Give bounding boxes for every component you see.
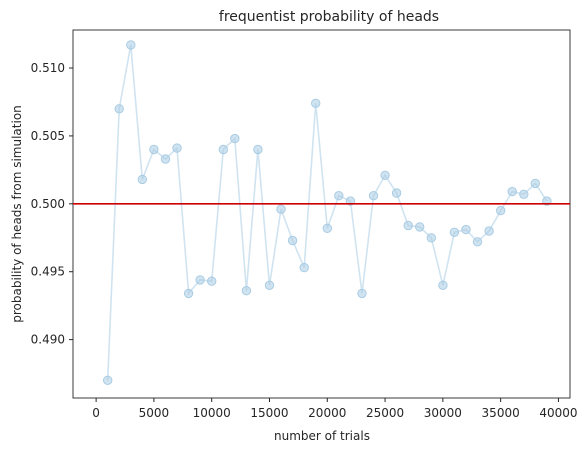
data-point — [438, 280, 448, 290]
data-point — [218, 144, 229, 155]
x-tick-label: 0 — [92, 406, 100, 420]
y-tick-label: 0.510 — [31, 61, 65, 75]
data-point — [449, 227, 460, 238]
data-point — [103, 375, 113, 385]
series-layer — [103, 40, 552, 385]
data-point — [415, 222, 425, 232]
data-point — [484, 226, 494, 236]
data-point — [322, 223, 332, 234]
x-axis-label: number of trials — [274, 429, 370, 443]
x-tick-label: 10000 — [193, 406, 231, 420]
data-point — [368, 191, 379, 201]
x-axis-ticks: 0 5000 10000 15000 20000 25000 30000 35000 40000 — [92, 398, 578, 420]
data-point — [149, 144, 159, 155]
data-point — [172, 143, 182, 153]
data-point — [207, 276, 217, 286]
data-point — [461, 224, 471, 235]
x-tick-label: 5000 — [139, 406, 170, 420]
data-point — [276, 204, 286, 214]
x-tick-label: 15000 — [250, 406, 288, 420]
data-point — [496, 205, 506, 216]
data-point — [230, 133, 240, 144]
data-point — [126, 40, 136, 50]
chart-title: frequentist probability of heads — [219, 9, 439, 25]
data-point — [334, 191, 344, 201]
y-axis-ticks: 0.490 0.495 0.500 0.505 0.510 — [31, 61, 73, 347]
data-point — [357, 288, 367, 299]
data-point — [403, 220, 413, 231]
data-point — [264, 280, 275, 290]
data-point — [253, 144, 263, 155]
plot-frame — [72, 29, 571, 399]
data-point — [287, 235, 298, 246]
data-point — [426, 233, 436, 243]
data-point — [380, 170, 390, 181]
data-point — [472, 237, 483, 247]
x-tick-label: 40000 — [539, 406, 577, 420]
data-point — [519, 189, 529, 200]
data-point — [195, 275, 205, 285]
y-tick-label: 0.490 — [31, 333, 65, 347]
y-tick-label: 0.495 — [31, 265, 65, 279]
y-axis-label: probability of heads from simulation — [10, 105, 24, 323]
data-point — [114, 104, 124, 114]
data-point — [241, 286, 252, 296]
data-point — [311, 98, 321, 109]
data-point — [137, 174, 148, 185]
plot-area — [72, 29, 571, 399]
x-tick-label: 30000 — [424, 406, 462, 420]
data-point — [507, 186, 517, 197]
y-tick-label: 0.505 — [31, 129, 65, 143]
x-tick-label: 20000 — [308, 406, 346, 420]
data-point — [160, 154, 171, 164]
data-point — [391, 188, 402, 198]
data-point — [299, 262, 309, 273]
x-tick-label: 35000 — [482, 406, 520, 420]
data-point — [530, 178, 540, 189]
x-tick-label: 25000 — [366, 406, 404, 420]
y-tick-label: 0.500 — [31, 197, 65, 211]
data-point — [183, 288, 194, 299]
